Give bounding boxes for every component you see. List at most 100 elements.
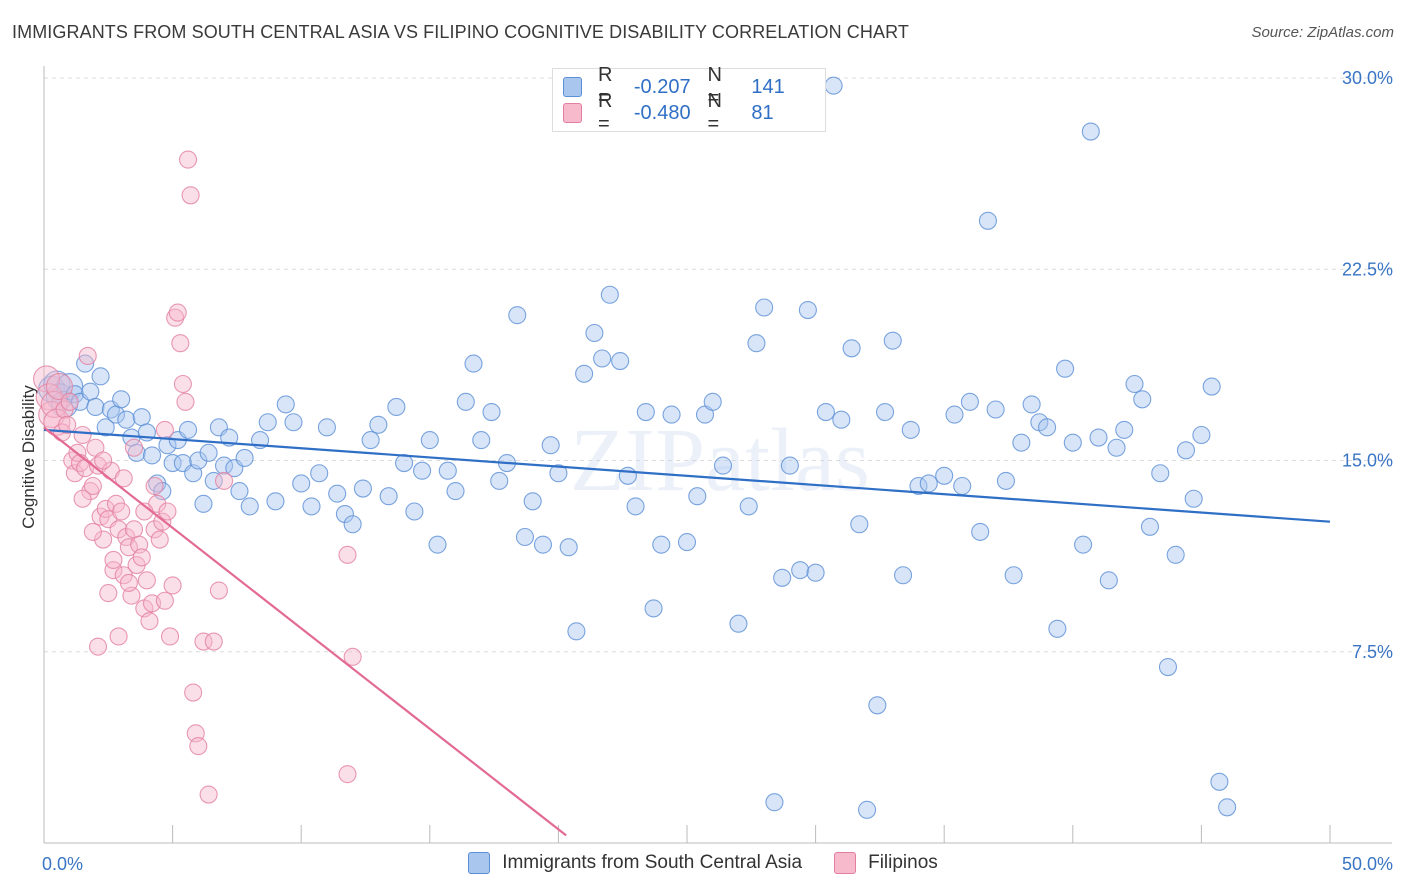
legend-label: Immigrants from South Central Asia bbox=[502, 852, 803, 873]
point-south-central-asia bbox=[901, 420, 920, 439]
point-south-central-asia bbox=[353, 479, 372, 498]
point-filipinos bbox=[178, 150, 198, 169]
point-south-central-asia bbox=[1202, 377, 1221, 396]
point-south-central-asia bbox=[1022, 395, 1041, 414]
point-filipinos bbox=[189, 737, 208, 756]
point-filipinos bbox=[73, 489, 92, 508]
point-south-central-asia bbox=[919, 474, 938, 493]
point-filipinos bbox=[145, 520, 164, 539]
point-south-central-asia bbox=[559, 538, 578, 557]
point-south-central-asia bbox=[713, 456, 733, 475]
point-south-central-asia bbox=[765, 793, 784, 812]
point-south-central-asia bbox=[523, 492, 542, 511]
point-filipinos bbox=[171, 334, 190, 353]
point-filipinos bbox=[132, 548, 151, 567]
point-south-central-asia bbox=[953, 476, 972, 496]
point-south-central-asia bbox=[978, 211, 997, 230]
point-south-central-asia bbox=[1166, 545, 1185, 564]
point-filipinos bbox=[88, 637, 108, 656]
point-south-central-asia bbox=[688, 487, 707, 506]
point-south-central-asia bbox=[1004, 566, 1023, 585]
point-filipinos bbox=[119, 538, 138, 557]
point-south-central-asia bbox=[204, 471, 223, 490]
point-south-central-asia bbox=[276, 395, 295, 414]
point-south-central-asia bbox=[883, 331, 902, 350]
legend-swatch-pink bbox=[563, 103, 582, 123]
point-south-central-asia bbox=[199, 443, 218, 462]
point-south-central-asia bbox=[158, 436, 177, 455]
point-south-central-asia bbox=[343, 515, 362, 534]
point-filipinos bbox=[199, 785, 218, 804]
point-south-central-asia bbox=[284, 413, 303, 432]
series-legend: Immigrants from South Central Asia Filip… bbox=[0, 852, 1406, 874]
point-filipinos bbox=[96, 499, 115, 519]
point-south-central-asia bbox=[1151, 464, 1170, 483]
point-south-central-asia bbox=[86, 397, 105, 417]
point-filipinos bbox=[104, 550, 123, 570]
point-south-central-asia bbox=[1063, 433, 1082, 452]
legend-item-south-central-asia: Immigrants from South Central Asia bbox=[468, 852, 802, 874]
point-south-central-asia bbox=[1074, 535, 1093, 554]
point-filipinos bbox=[73, 425, 92, 445]
point-south-central-asia bbox=[1038, 418, 1057, 437]
point-south-central-asia bbox=[189, 451, 208, 470]
data-points bbox=[33, 76, 1237, 819]
n-value: 141 bbox=[751, 75, 785, 98]
n-value: 81 bbox=[751, 101, 774, 124]
point-filipinos bbox=[114, 469, 133, 488]
legend-row-south-central-asia: R = -0.207 N = 141 bbox=[563, 64, 825, 109]
point-south-central-asia bbox=[96, 418, 115, 437]
point-south-central-asia bbox=[142, 446, 162, 465]
y-tick-label: 15.0% bbox=[1342, 451, 1393, 471]
watermark: ZIPatlas bbox=[570, 411, 870, 510]
point-south-central-asia bbox=[515, 527, 535, 547]
point-south-central-asia bbox=[636, 402, 655, 422]
point-south-central-asia bbox=[875, 402, 895, 422]
point-south-central-asia bbox=[611, 351, 630, 371]
point-south-central-asia bbox=[328, 484, 347, 503]
point-filipinos bbox=[109, 520, 128, 539]
point-filipinos bbox=[112, 502, 131, 521]
r-value: -0.480 bbox=[633, 101, 691, 124]
n-label: N = bbox=[707, 90, 722, 135]
tick-labels: 7.5% 15.0% 22.5% 30.0% 0.0% 50.0% bbox=[42, 68, 1393, 874]
point-south-central-asia bbox=[1099, 571, 1118, 590]
point-filipinos bbox=[60, 392, 79, 411]
legend-swatch-blue bbox=[468, 852, 491, 874]
point-south-central-asia bbox=[626, 497, 645, 516]
point-filipinos bbox=[173, 374, 192, 394]
point-south-central-asia bbox=[266, 492, 285, 511]
point-south-central-asia bbox=[575, 364, 594, 383]
point-filipinos bbox=[166, 308, 185, 327]
point-south-central-asia bbox=[593, 349, 612, 368]
point-south-central-asia bbox=[456, 392, 475, 411]
point-filipinos bbox=[35, 383, 63, 411]
point-south-central-asia bbox=[747, 334, 766, 353]
point-filipinos bbox=[38, 401, 66, 429]
legend-swatch-pink bbox=[834, 852, 857, 874]
point-filipinos bbox=[160, 627, 180, 646]
point-south-central-asia bbox=[791, 561, 810, 580]
point-filipinos bbox=[43, 408, 71, 436]
point-south-central-asia bbox=[857, 800, 877, 819]
point-south-central-asia bbox=[214, 456, 234, 475]
point-south-central-asia bbox=[1210, 772, 1229, 791]
point-south-central-asia bbox=[773, 568, 792, 587]
point-filipinos bbox=[155, 591, 174, 610]
point-south-central-asia bbox=[618, 466, 637, 485]
point-filipinos bbox=[45, 372, 73, 401]
point-south-central-asia bbox=[178, 420, 198, 439]
point-filipinos bbox=[83, 476, 102, 496]
point-south-central-asia bbox=[600, 285, 619, 304]
x-tick-label-max: 50.0% bbox=[1342, 854, 1393, 874]
point-south-central-asia bbox=[729, 614, 748, 633]
point-south-central-asia bbox=[117, 410, 136, 429]
point-filipinos bbox=[140, 612, 159, 631]
point-south-central-asia bbox=[806, 563, 825, 582]
point-south-central-asia bbox=[230, 482, 249, 501]
point-south-central-asia bbox=[258, 413, 277, 432]
point-filipinos bbox=[81, 482, 100, 501]
point-filipinos bbox=[158, 502, 177, 521]
y-tick-label: 7.5% bbox=[1352, 642, 1393, 662]
n-label: N = bbox=[707, 64, 722, 109]
